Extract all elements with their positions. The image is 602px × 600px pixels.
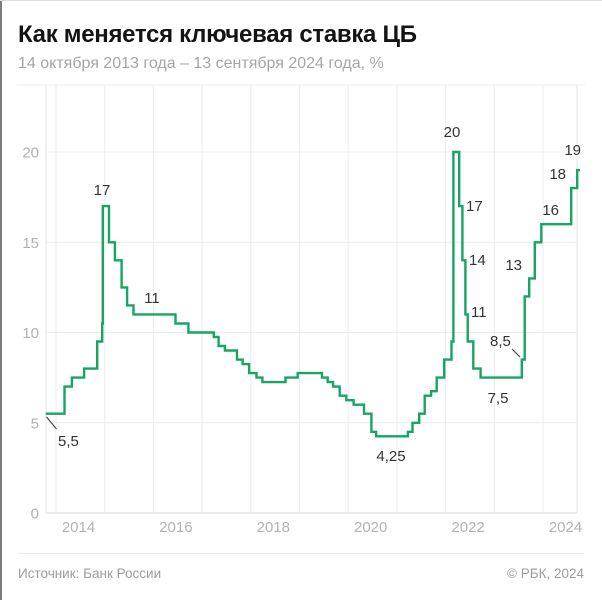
screenshot-top-border [0,0,602,1]
chart-subtitle: 14 октября 2013 года – 13 сентября 2024 … [18,55,384,72]
data-label: 11 [471,304,487,321]
data-label: 8,5 [490,333,511,350]
svg-text:5: 5 [31,415,39,432]
svg-text:2022: 2022 [451,519,484,536]
chart-title: Как меняется ключевая ставка ЦБ [18,21,417,48]
data-label: 4,25 [376,448,405,465]
y-axis-labels: 0 5 10 15 20 [22,145,39,523]
svg-text:20: 20 [22,145,39,162]
data-label: 20 [444,124,461,141]
data-label: 5,5 [58,433,79,450]
svg-text:2014: 2014 [62,519,95,536]
data-label: 13 [505,257,522,274]
screenshot-left-border [0,0,2,600]
svg-text:15: 15 [22,235,39,252]
svg-text:2018: 2018 [257,519,290,536]
svg-text:10: 10 [22,325,39,342]
data-label: 17 [94,182,111,199]
svg-text:0: 0 [31,506,39,523]
copyright-label: © РБК, 2024 [507,566,584,581]
data-label: 11 [144,290,160,307]
data-label: 18 [549,166,566,183]
svg-text:2024: 2024 [549,519,582,536]
source-label: Источник: Банк России [18,566,162,581]
data-label: 19 [564,142,581,159]
x-axis-labels: 2014 2016 2018 2020 2022 2024 [62,519,582,536]
data-label: 16 [542,202,559,219]
grid-lines [17,84,585,514]
svg-text:2020: 2020 [354,519,387,536]
data-label: 14 [469,252,486,269]
svg-text:2016: 2016 [159,519,192,536]
data-label: 17 [466,198,483,215]
chart-footer: Источник: Банк России © РБК, 2024 [18,553,584,581]
key-rate-line [45,150,580,438]
data-label: 7,5 [488,390,509,407]
